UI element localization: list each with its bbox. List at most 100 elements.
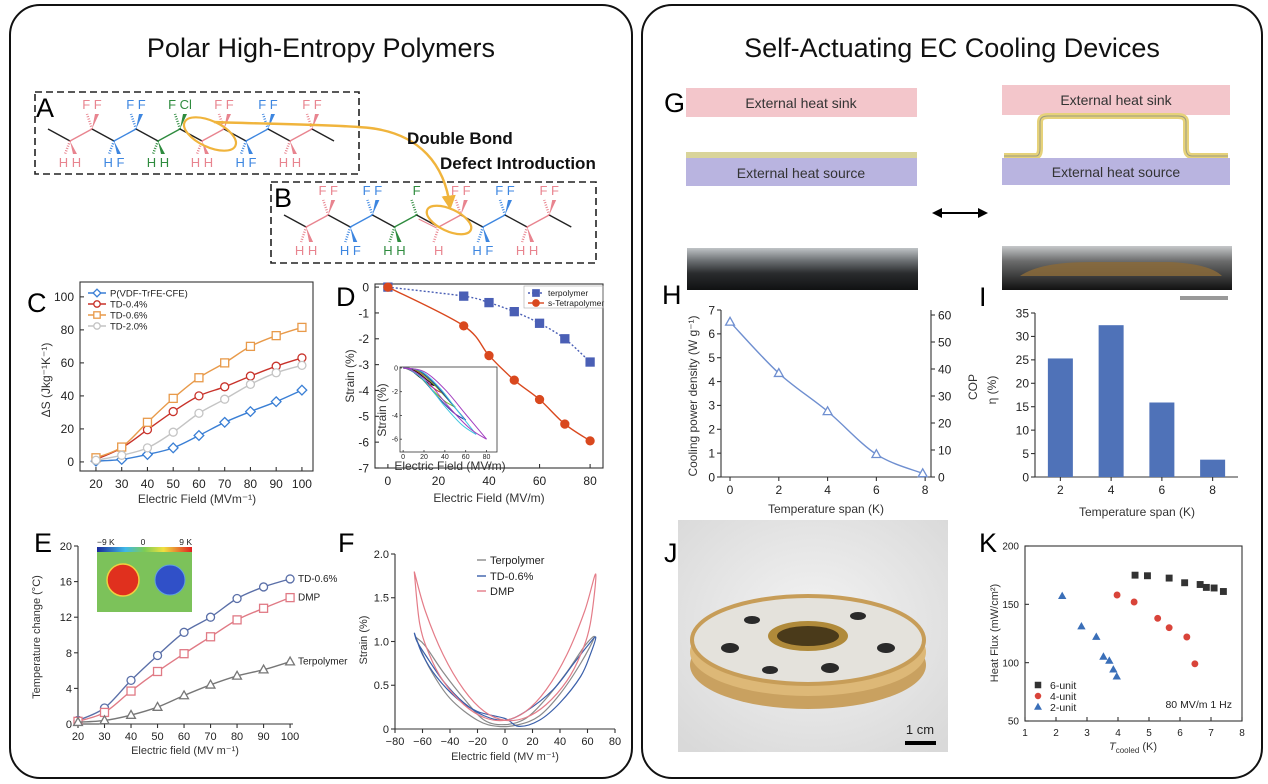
atom-label: H F: [236, 155, 257, 170]
bond: [267, 128, 291, 142]
x-tick-label: −80: [386, 736, 405, 748]
panel-label-j: J: [664, 538, 678, 568]
x-tick-label: 70: [204, 731, 216, 743]
y-tick-label: -4: [358, 384, 369, 398]
y-tick-label: -7: [358, 461, 369, 475]
circle-marker: [93, 322, 101, 330]
ec-film-flat: [686, 152, 917, 158]
series-line: [415, 635, 595, 728]
strain-loop: [403, 367, 487, 440]
y-tick-label: 100: [54, 290, 74, 304]
chart-d-xlabel: Electric Field (MV/m): [433, 491, 544, 505]
square-marker: [220, 358, 230, 368]
circle-marker: [117, 450, 127, 460]
x-tick-label: 80: [609, 736, 621, 748]
chart-h-y2label: COP: [966, 374, 980, 400]
atom-label: H H: [295, 243, 317, 258]
square-marker: [585, 357, 595, 367]
square-marker: [560, 334, 570, 344]
solid-wedge: [312, 114, 319, 129]
y-tick-label: 40: [61, 389, 75, 403]
bond: [311, 128, 335, 142]
circle-marker: [126, 675, 136, 686]
circle-marker: [560, 419, 570, 429]
bond: [349, 214, 373, 228]
y-tick-label: -4: [392, 413, 398, 420]
x-tick-label: 4: [824, 483, 831, 497]
circle-marker: [1154, 614, 1162, 622]
y-tick-label: 80: [61, 323, 75, 337]
bond: [372, 214, 395, 228]
chart-c: 20 30 40 50 60 70 80 90 100 0 20 40 60 80 100 P(VDF-TrF…: [54, 281, 314, 491]
circle-marker: [168, 427, 178, 437]
x-tick-label: 20: [432, 474, 446, 488]
circle-marker: [271, 368, 281, 378]
circle-marker: [1113, 591, 1121, 599]
hashed-wedge: [366, 199, 374, 216]
y2-tick-label: 10: [938, 443, 952, 457]
hashed-wedge: [322, 199, 330, 216]
triangle-marker: [231, 670, 243, 680]
square-marker: [126, 686, 136, 696]
circle-marker: [152, 650, 163, 661]
hashed-wedge: [299, 226, 308, 243]
diamond-marker: [92, 288, 102, 298]
bond: [327, 214, 351, 228]
diamond-marker: [141, 448, 154, 461]
atom-label: F F: [495, 183, 515, 198]
y-tick-label: -1: [358, 306, 369, 320]
atom-label: F F: [302, 97, 322, 112]
panel-label-b: B: [274, 183, 292, 213]
square-marker: [532, 289, 540, 297]
circle-marker: [534, 394, 545, 405]
bond: [438, 214, 462, 228]
x-tick-label: 40: [125, 731, 137, 743]
solid-wedge: [527, 227, 535, 242]
triangle-marker: [1092, 632, 1101, 640]
square-marker: [117, 442, 127, 452]
y-tick-label: 0: [394, 365, 398, 372]
square-marker: [1165, 574, 1173, 582]
y-tick-label: 6: [708, 327, 715, 341]
triangle-marker: [1058, 591, 1067, 600]
hashed-wedge: [63, 140, 72, 155]
x-tick-label: 80: [231, 731, 243, 743]
device-photo-flat: [687, 248, 918, 290]
y-tick-label: 2: [708, 423, 715, 437]
bar: [1098, 325, 1124, 477]
chart-h-ylabel: Cooling power density (W g⁻¹): [686, 315, 700, 476]
bond: [157, 128, 181, 142]
x-tick-label: 70: [218, 477, 232, 491]
circle-marker: [232, 593, 242, 604]
triangle-marker: [72, 716, 84, 727]
y-tick-label: 10: [1016, 423, 1030, 437]
bond: [91, 128, 115, 142]
y-tick-label: -5: [358, 410, 369, 424]
y2-tick-label: 20: [938, 416, 952, 430]
solid-wedge: [482, 227, 490, 242]
square-marker: [1219, 588, 1227, 595]
y-tick-label: 100: [1002, 658, 1019, 669]
y-tick-label: 16: [60, 577, 72, 589]
y2-tick-label: 30: [938, 389, 952, 403]
x-tick-label: 90: [257, 731, 269, 743]
solid-wedge: [460, 200, 468, 215]
hashed-wedge: [283, 140, 292, 155]
chart-c-ylabel: ΔS (Jkg⁻¹K⁻¹): [39, 343, 53, 418]
atom-label: F: [413, 183, 421, 198]
bar: [1047, 358, 1073, 477]
circle-marker: [91, 455, 101, 465]
panel-label-h: H: [662, 280, 682, 310]
solid-wedge: [350, 227, 358, 242]
chart-i-ylabel: η (%): [985, 376, 999, 405]
bond: [47, 128, 71, 142]
solid-wedge: [114, 141, 121, 154]
legend-label: TD-0.6%: [110, 310, 148, 321]
triangle-marker: [205, 678, 217, 689]
atom-label: F F: [82, 97, 102, 112]
square-marker: [168, 393, 178, 404]
x-tick-label: 2: [1057, 483, 1064, 497]
atom-label: F F: [451, 183, 471, 198]
x-tick-label: 60: [192, 477, 206, 491]
y2-tick-label: 40: [938, 362, 952, 376]
